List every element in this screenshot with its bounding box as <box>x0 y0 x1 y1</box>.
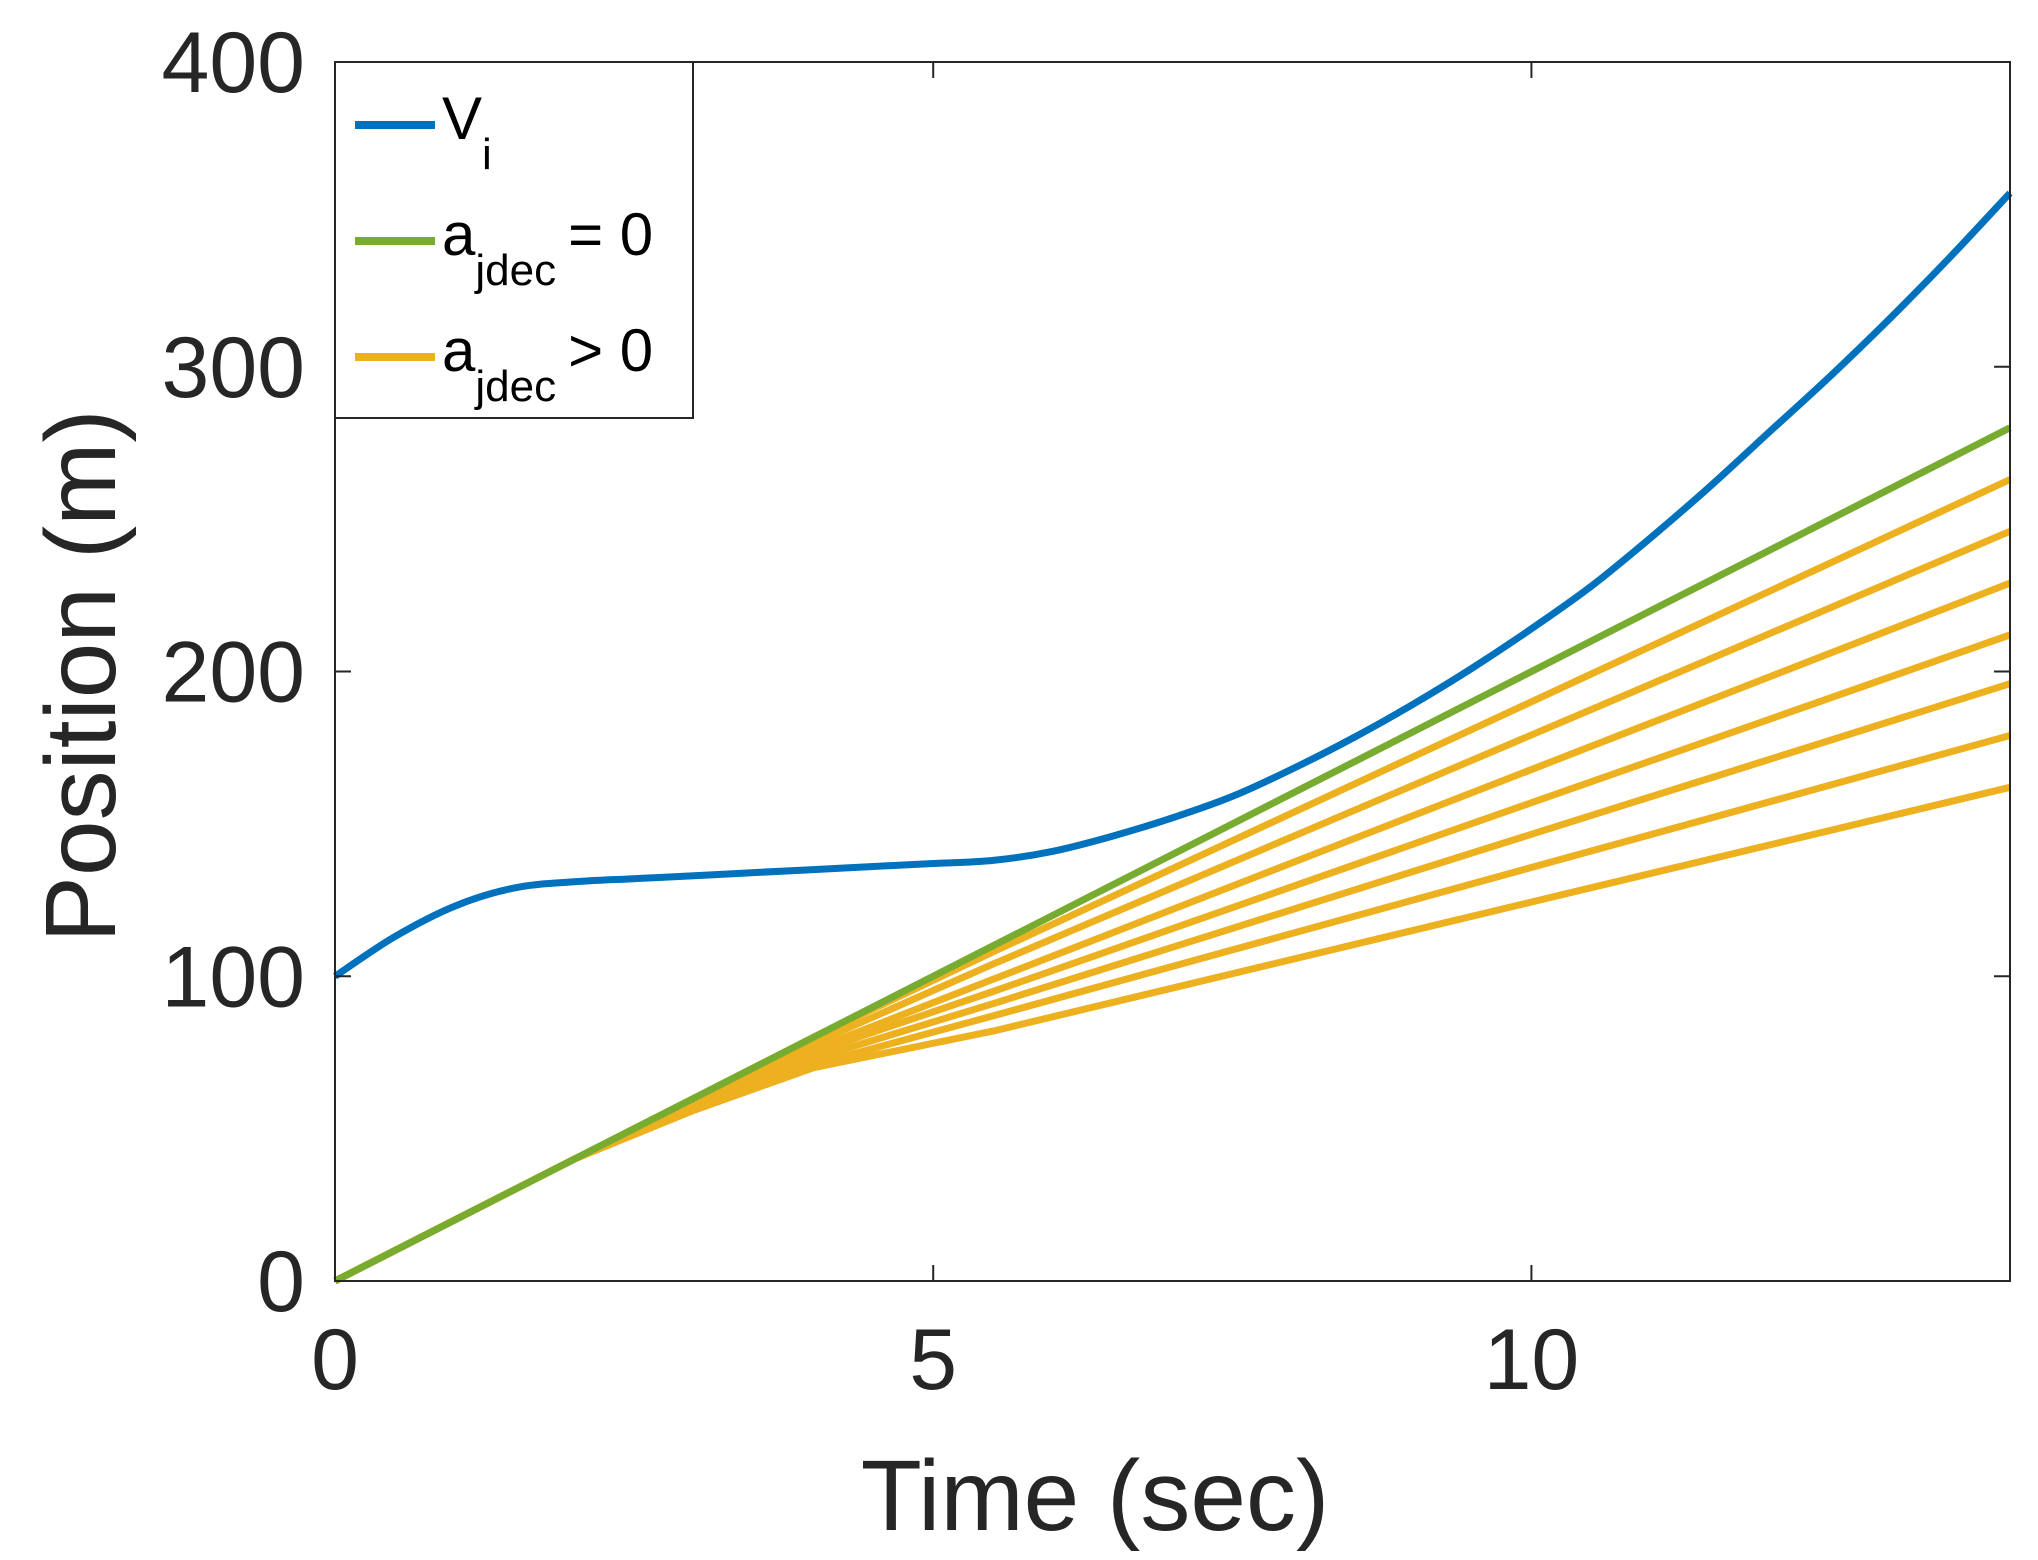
y-tick-label: 0 <box>257 1234 305 1330</box>
legend: Vi ajdec= 0 ajdec> 0 <box>334 61 694 419</box>
x-tick-label: 0 <box>311 1312 359 1408</box>
series-line-1 <box>333 190 2013 980</box>
series-layer <box>333 190 2013 1285</box>
x-tick-label: 5 <box>909 1312 957 1408</box>
y-axis-label: Position (m) <box>25 409 137 942</box>
legend-label: Vi <box>442 85 492 179</box>
x-axis-label: Time (sec) <box>861 1440 1330 1552</box>
legend-label: ajdec> 0 <box>442 317 653 411</box>
y-tick-label: 100 <box>162 929 306 1025</box>
legend-label: ajdec= 0 <box>442 201 653 295</box>
y-tick-label: 200 <box>162 625 306 721</box>
x-tick-label: 10 <box>1484 1312 1580 1408</box>
y-tick-label: 400 <box>162 15 306 111</box>
series-line-2 <box>333 424 2012 1285</box>
y-tick-label: 300 <box>162 320 306 416</box>
